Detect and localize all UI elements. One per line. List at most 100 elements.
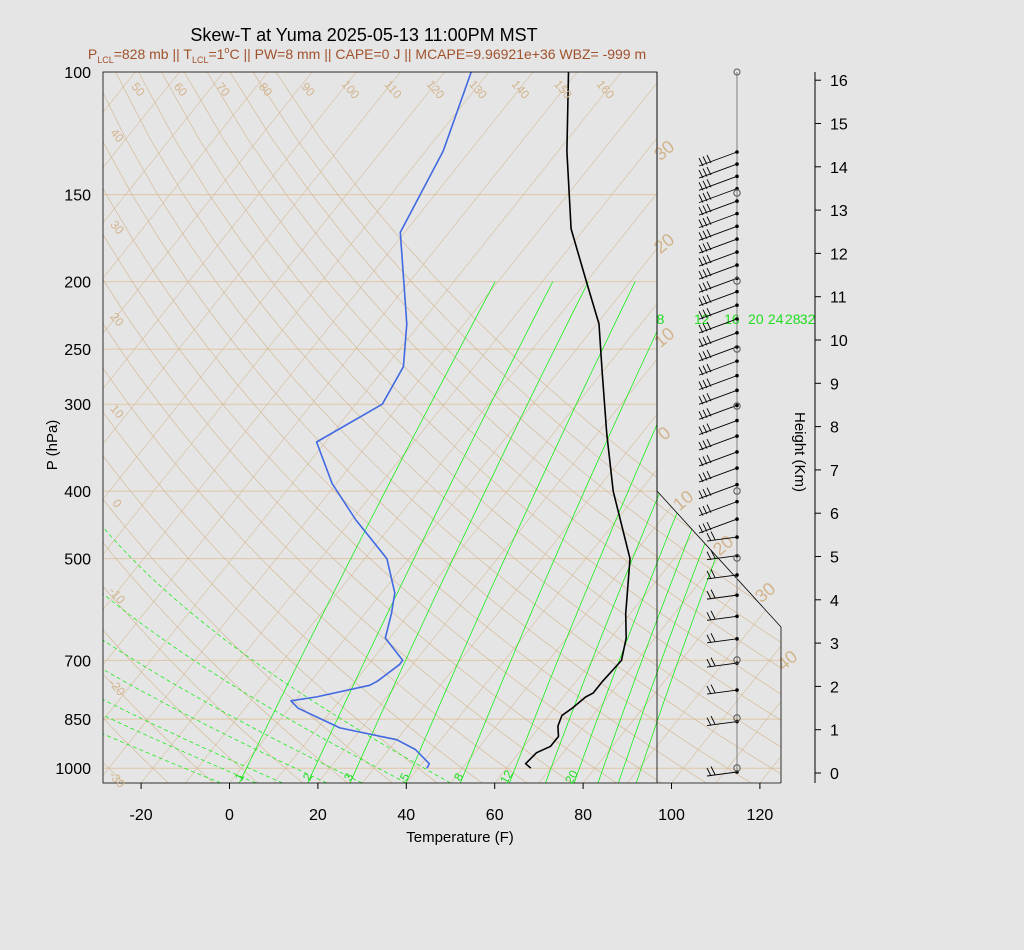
wind-barb-staff — [698, 451, 738, 467]
wind-barb-flag — [706, 438, 712, 448]
wind-barb-flag — [702, 243, 708, 252]
wind-barb-dot — [735, 237, 739, 241]
grid-layer — [103, 72, 1024, 783]
mixing-ratio-label: 12 — [694, 311, 710, 327]
mixing-ratio-label: 32 — [800, 311, 816, 327]
dry-adiabat-line — [161, 72, 781, 783]
y-tick-label: 700 — [64, 653, 91, 670]
wind-level-circle — [733, 487, 741, 495]
wind-barb-flag — [706, 454, 712, 464]
x-tick-label: 80 — [574, 807, 592, 824]
wind-barb-staff — [698, 404, 738, 420]
dry-adiabat-line — [115, 72, 781, 783]
wind-barb-staff — [698, 277, 738, 293]
wind-barb-staff — [698, 420, 738, 435]
dry-adiabat-line — [103, 72, 393, 783]
wind-barb-dot — [735, 482, 739, 487]
x-tick-label: 120 — [747, 807, 774, 824]
wind-barb-flag — [706, 349, 712, 359]
wind-barb-dot — [735, 276, 739, 281]
wind-barb-staff — [698, 467, 738, 483]
wind-barb-staff — [698, 163, 738, 179]
dry-adiabat-line — [229, 72, 781, 783]
x-tick-label: 20 — [309, 807, 327, 824]
height-tick-label: 2 — [830, 679, 839, 696]
wind-barb-flag — [702, 379, 708, 389]
wind-barb-staff — [698, 213, 738, 229]
wind-barb-dot — [735, 330, 739, 335]
x-tick-label: 0 — [225, 807, 234, 824]
wind-barb-flag — [706, 521, 712, 531]
wind-barb-staff — [698, 346, 738, 362]
wind-barb-flag — [698, 457, 704, 467]
mixing-ratio-line — [597, 281, 781, 783]
wind-barb-staff — [698, 175, 738, 191]
height-tick-label: 14 — [830, 160, 848, 177]
wind-barb-flag — [698, 232, 704, 241]
wind-barb-staff — [706, 771, 738, 777]
dry-adiabat-line — [184, 72, 781, 783]
dry-adiabat-label: 120 — [424, 77, 448, 102]
dry-adiabat-line — [103, 72, 572, 783]
wind-barb-flag — [702, 217, 708, 227]
wind-barb-dot — [735, 317, 739, 321]
wind-barb-flag — [698, 157, 704, 167]
chart-subtitle: PLCL=828 mb || TLCL=1oC || PW=8 mm || CA… — [88, 45, 646, 65]
isotherm-label-right: 30 — [751, 578, 779, 606]
isotherm-line — [103, 72, 622, 783]
wind-barb-dot — [735, 388, 739, 393]
isotherm-line — [103, 72, 401, 783]
wind-barb-flag — [702, 180, 708, 190]
isotherm-line — [103, 72, 136, 783]
isotherm-line — [582, 72, 781, 783]
wind-barb-flag — [706, 154, 712, 164]
height-axis-label: Height (Km) — [791, 412, 808, 492]
wind-barb-dot — [735, 434, 739, 438]
wind-barb-flag — [710, 766, 716, 775]
wind-barb-dot — [735, 637, 739, 641]
wind-barb-flag — [698, 206, 704, 216]
wind-barb-flag — [702, 424, 708, 434]
wind-barb-flag — [706, 335, 712, 344]
dry-adiabat-line — [103, 72, 752, 783]
wind-barb-flag — [710, 569, 716, 578]
dry-adiabat-line — [103, 72, 483, 783]
height-tick-label: 12 — [830, 246, 848, 263]
series-layer — [290, 72, 631, 769]
wind-barb-flag — [698, 270, 704, 280]
dry-adiabat-line — [252, 72, 781, 783]
dry-adiabat-line — [103, 72, 528, 783]
isotherm-label-right: 10 — [669, 486, 697, 514]
wind-barb-flag — [698, 284, 704, 293]
wind-barb-dot — [735, 224, 739, 229]
dry-adiabat-label: 130 — [466, 77, 490, 102]
wind-barb-flag — [702, 488, 708, 498]
wind-barb-flag — [706, 254, 712, 264]
wind-barb-flag — [706, 203, 712, 213]
wind-barb-dot — [735, 250, 739, 254]
wind-calm-circle — [733, 68, 741, 76]
isotherm-label-right: 10 — [650, 323, 678, 351]
wind-barb-staff — [706, 615, 738, 621]
height-tick-label: 6 — [830, 506, 839, 523]
wind-barb-flag — [706, 504, 712, 513]
wind-barb-flag — [698, 257, 704, 267]
isotherm-line — [848, 72, 1024, 783]
wind-barb-flag — [702, 409, 708, 419]
wind-barb-flag — [698, 297, 704, 306]
height-tick-label: 3 — [830, 636, 839, 653]
mixing-ratio-line — [460, 281, 681, 783]
wind-barb-flag — [698, 524, 704, 534]
wind-barb-staff — [698, 332, 738, 348]
wind-barb-staff — [698, 360, 738, 376]
dry-adiabat-line — [103, 72, 304, 783]
y-tick-label: 500 — [64, 552, 91, 569]
height-tick-label: 8 — [830, 420, 839, 437]
wind-barb-staff — [698, 251, 738, 267]
wind-barb-flag — [706, 612, 712, 621]
wind-barb-flag — [702, 269, 708, 278]
height-tick-label: 13 — [830, 203, 848, 220]
x-tick-label: 100 — [658, 807, 685, 824]
